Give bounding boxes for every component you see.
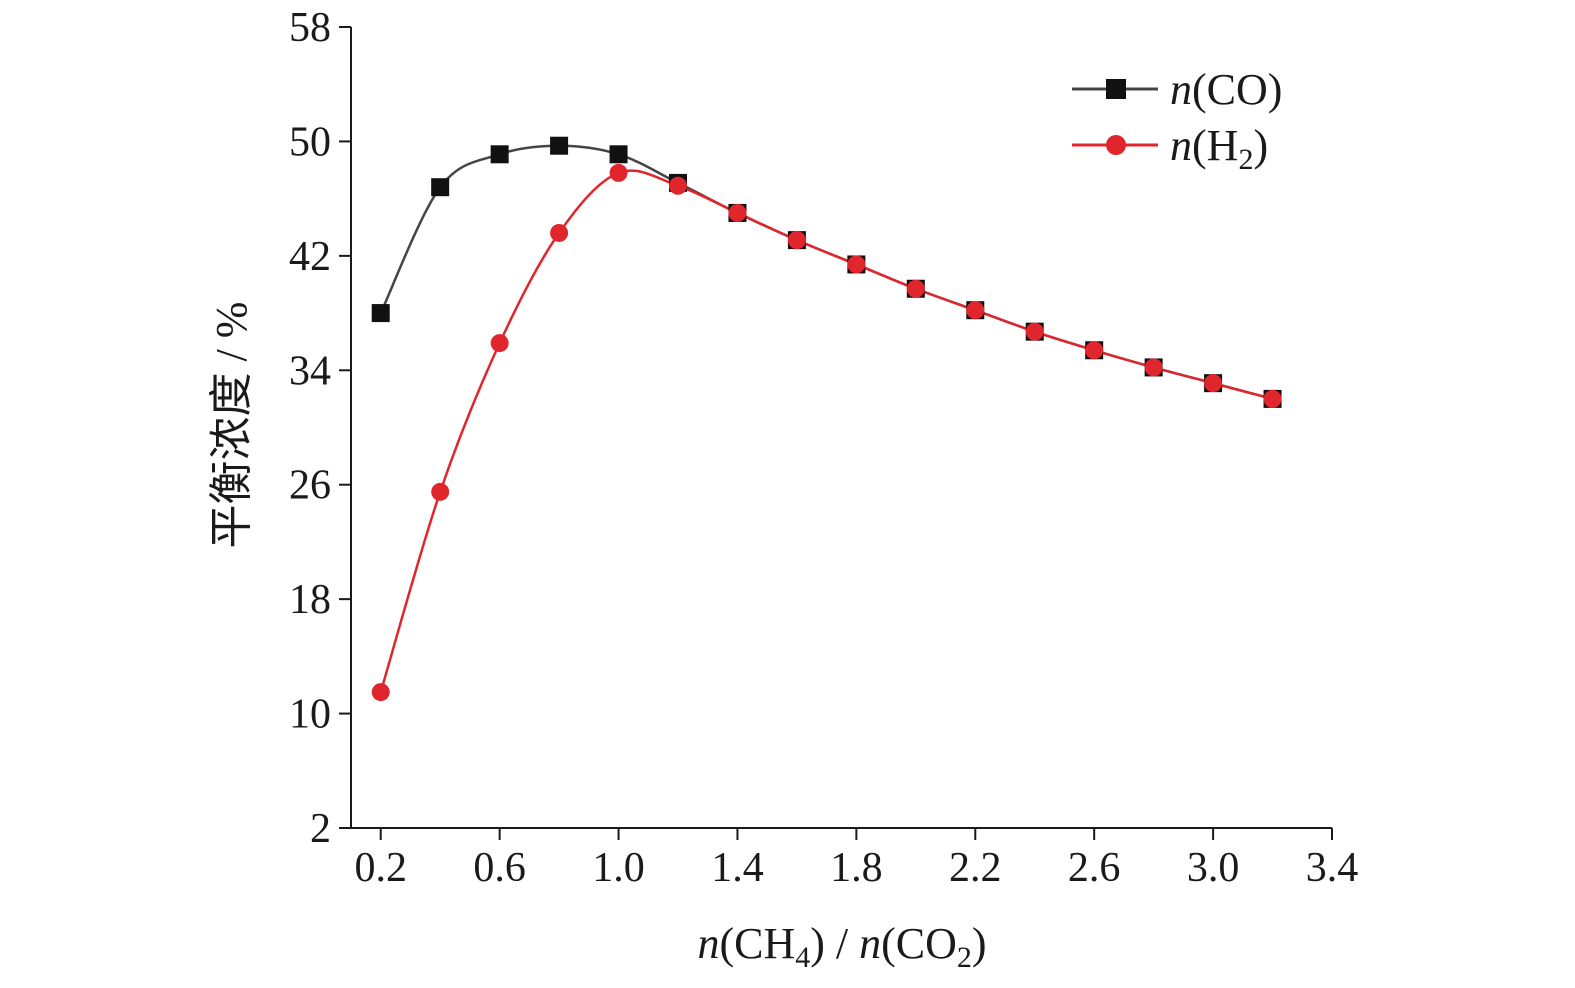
- x-tick-label: 0.6: [473, 845, 526, 891]
- h2-data-point: [1085, 341, 1104, 360]
- co-data-point: [431, 178, 450, 197]
- legend: n(CO) n(H2): [1072, 65, 1282, 176]
- axes: [350, 27, 1332, 829]
- y-tick-label: 42: [289, 234, 331, 280]
- series-lines: [379, 144, 1273, 693]
- x-tick-label: 1.4: [711, 845, 764, 891]
- h2-data-point: [1144, 358, 1163, 377]
- x-axis-title: n(CH4) / n(CO2): [697, 919, 986, 974]
- legend-marker-circle: [1106, 135, 1126, 155]
- h2-data-point: [490, 334, 509, 353]
- x-axis-ticks: 0.2 0.6 1.0 1.4 1.8 2.2 2.6 3.0 3.4: [354, 828, 1358, 891]
- legend-label: n(H2): [1170, 121, 1268, 176]
- x-tick-label: 1.0: [592, 845, 645, 891]
- y-tick-label: 26: [289, 463, 331, 509]
- h2-data-point: [1263, 389, 1282, 408]
- series-line-h2: [379, 169, 1273, 693]
- x-tick-label: 2.6: [1068, 845, 1121, 891]
- series-markers: [371, 136, 1282, 702]
- y-tick-label: 2: [310, 806, 331, 852]
- series-line-co: [379, 144, 1273, 401]
- legend-label: n(CO): [1170, 65, 1282, 114]
- h2-data-point: [609, 163, 628, 182]
- h2-data-point: [669, 176, 687, 195]
- y-tick-label: 50: [289, 119, 331, 165]
- x-tick-label: 1.8: [830, 845, 883, 891]
- h2-data-point: [966, 301, 985, 320]
- co-data-point: [490, 145, 509, 164]
- co-data-point: [609, 145, 628, 164]
- h2-data-point: [847, 255, 866, 274]
- y-axis-ticks: 2 10 18 26 34 42 50 58: [289, 5, 351, 852]
- legend-marker-square: [1106, 79, 1126, 99]
- h2-data-point: [431, 482, 450, 501]
- h2-data-point: [1204, 374, 1223, 393]
- x-tick-label: 3.0: [1187, 845, 1240, 891]
- y-tick-label: 10: [289, 692, 331, 738]
- x-tick-label: 3.4: [1306, 845, 1359, 891]
- y-axis-title: 平衡浓度 / %: [207, 302, 256, 549]
- co-data-point: [550, 136, 569, 155]
- h2-data-point: [550, 223, 569, 242]
- h2-data-point: [906, 279, 925, 298]
- h2-data-point: [1025, 322, 1044, 341]
- y-tick-label: 34: [289, 348, 331, 394]
- co-data-point: [371, 304, 390, 323]
- y-tick-label: 18: [289, 577, 331, 623]
- h2-data-point: [371, 683, 390, 702]
- x-tick-label: 2.2: [949, 845, 1002, 891]
- x-tick-label: 0.2: [354, 845, 407, 891]
- h2-data-point: [728, 203, 747, 222]
- y-tick-label: 58: [289, 5, 331, 51]
- h2-data-point: [787, 231, 806, 250]
